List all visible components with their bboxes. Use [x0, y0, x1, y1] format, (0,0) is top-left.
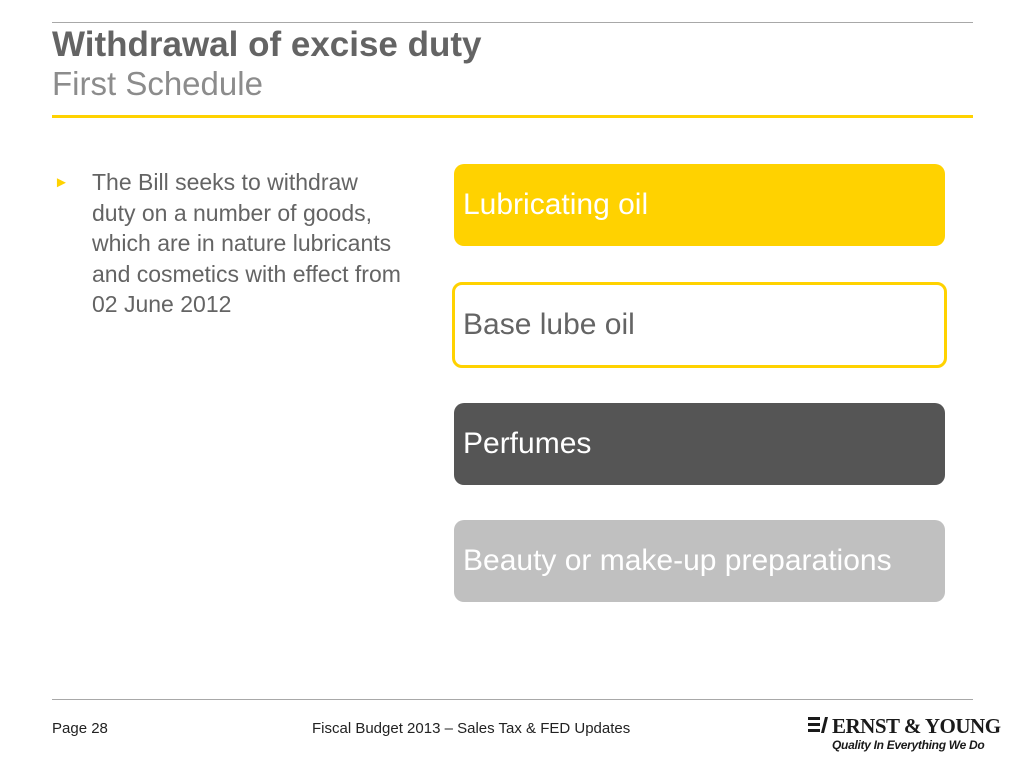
- bullet-text: The Bill seeks to withdraw duty on a num…: [92, 169, 401, 317]
- item-box-base-lube-oil: Base lube oil: [452, 282, 947, 368]
- item-box-perfumes: Perfumes: [454, 403, 945, 485]
- logo-tagline: Quality In Everything We Do: [832, 738, 985, 752]
- page-number: Page 28: [52, 720, 108, 737]
- bottom-divider: [52, 699, 973, 700]
- company-logo: ERNST & YOUNG Quality In Everything We D…: [808, 714, 1001, 756]
- item-box-beauty-preparations: Beauty or make-up preparations: [454, 520, 945, 602]
- item-label: Base lube oil: [463, 308, 635, 341]
- item-box-lubricating-oil: Lubricating oil: [454, 164, 945, 246]
- footer-title: Fiscal Budget 2013 – Sales Tax & FED Upd…: [312, 720, 631, 737]
- slide-subtitle: First Schedule: [52, 65, 263, 102]
- bullet-arrow-icon: ►: [54, 174, 69, 191]
- accent-divider: [52, 115, 973, 118]
- item-label: Beauty or make-up preparations: [463, 544, 892, 577]
- logo-wordmark: ERNST & YOUNG: [832, 714, 1001, 738]
- top-divider: [52, 22, 973, 23]
- item-label: Lubricating oil: [463, 188, 649, 221]
- item-label: Perfumes: [463, 427, 592, 460]
- ey-mark-icon: [808, 717, 828, 733]
- slide-title: Withdrawal of excise duty: [52, 25, 482, 64]
